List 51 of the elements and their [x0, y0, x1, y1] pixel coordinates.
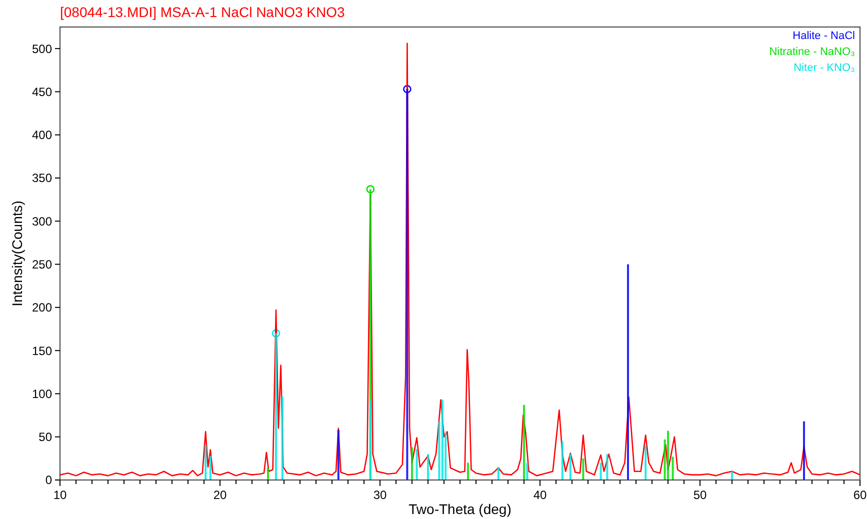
y-tick-label: 50 [38, 430, 52, 444]
bar [209, 456, 212, 480]
bar [441, 400, 444, 480]
y-axis-title: Intensity(Counts) [9, 200, 25, 306]
bar [606, 454, 608, 480]
bar [267, 468, 269, 480]
bar [600, 462, 602, 480]
x-tick-label: 40 [533, 488, 547, 502]
bar [582, 458, 584, 480]
y-tick-label: 300 [32, 214, 52, 228]
bar [627, 264, 629, 480]
line-series [59, 42, 861, 476]
bar [803, 421, 805, 480]
y-tick-label: 150 [32, 344, 52, 358]
bar [523, 404, 525, 480]
bar [561, 441, 564, 480]
y-tick-label: 350 [32, 171, 52, 186]
x-tick-label: 50 [693, 488, 707, 502]
x-axis-title: Two-Theta (deg) [408, 501, 512, 517]
bar [337, 430, 340, 480]
bar [667, 430, 669, 480]
bar [569, 454, 572, 480]
bar [406, 89, 408, 480]
y-tick-label: 200 [32, 300, 52, 315]
y-tick-label: 450 [32, 84, 52, 99]
x-tick-label: 30 [373, 488, 387, 502]
bar [275, 333, 277, 480]
bar [369, 400, 372, 480]
bar [644, 445, 647, 480]
bar [281, 396, 284, 480]
bar [427, 454, 429, 480]
text: Nitratine - NaNO₃ [769, 46, 855, 58]
y-tick-label: 100 [32, 386, 52, 401]
text: Niter - KNO₃ [794, 62, 855, 74]
y-tick-label: 500 [32, 42, 52, 56]
x-tick-label: 20 [213, 488, 227, 502]
bar [411, 447, 413, 480]
bar [672, 456, 674, 480]
bar [731, 471, 733, 480]
bar [467, 462, 469, 480]
bar [416, 448, 418, 480]
bar [497, 467, 500, 480]
y-tick-label: 400 [32, 128, 52, 142]
y-tick-label: 0 [45, 473, 52, 488]
text: Halite - NaCl [792, 30, 855, 42]
bar [204, 445, 207, 480]
x-tick-label: 60 [853, 488, 867, 502]
x-tick-label: 10 [53, 488, 67, 502]
bar [526, 462, 528, 480]
y-tick-label: 250 [32, 257, 52, 272]
chart-title: [08044-13.MDI] MSA-A-1 NaCl NaNO3 KNO3 [60, 4, 345, 20]
